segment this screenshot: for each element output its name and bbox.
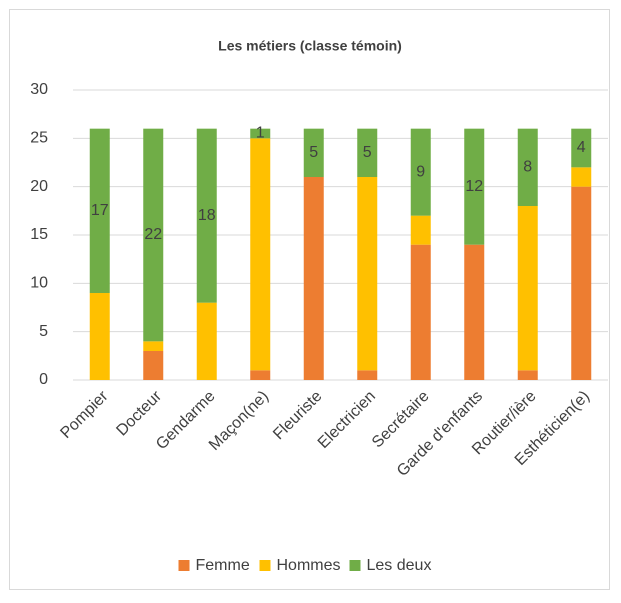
y-tick-label: 15 [30,226,48,243]
bar-segment [517,128,538,206]
chart-title: Les métiers (classe témoin) [218,38,402,54]
bar-segment [571,167,592,187]
data-label: 8 [523,159,532,176]
data-label: 18 [198,207,216,224]
bar-segment [89,293,110,380]
y-tick-label: 25 [30,130,48,147]
bar-segment [250,128,271,139]
y-tick-label: 20 [30,178,48,195]
bar-segment [517,206,538,371]
bar-segment [143,351,164,380]
legend-swatch [259,560,271,571]
legend-swatch [349,560,361,571]
legend-label: Les deux [367,557,432,574]
bar-segment [517,370,538,380]
legend-label: Femme [196,557,250,574]
bar-segment [571,186,592,380]
bar-segment [410,215,431,245]
bar-segment [357,128,378,177]
bar-segment [143,128,164,342]
bar-segment [357,177,378,371]
bar-segment [464,244,485,380]
y-tick-label: 0 [39,371,48,388]
bar-segment [143,341,164,351]
data-label: 12 [465,178,483,195]
bar-segment [410,244,431,380]
y-tick-label: 5 [39,323,48,340]
bar-segment [196,128,217,303]
data-label: 5 [309,144,318,161]
bar-segment [410,128,431,216]
bar-segment [250,370,271,380]
legend-swatch [178,560,190,571]
bar-segment [303,128,324,177]
y-tick-label: 10 [30,275,48,292]
bar-segment [196,302,217,380]
legend-label: Hommes [277,557,341,574]
bar-segment [357,370,378,380]
bar-segment [89,128,110,293]
data-label: 22 [144,226,162,243]
data-label: 4 [577,139,586,156]
data-label: 1 [256,125,265,142]
bar-segment [464,128,485,245]
data-label: 9 [416,163,425,180]
bar-segment [303,177,324,380]
data-label: 17 [91,202,109,219]
y-tick-label: 30 [30,81,48,98]
bar-segment [250,138,271,371]
bar-segment [571,128,592,168]
data-label: 5 [363,144,372,161]
